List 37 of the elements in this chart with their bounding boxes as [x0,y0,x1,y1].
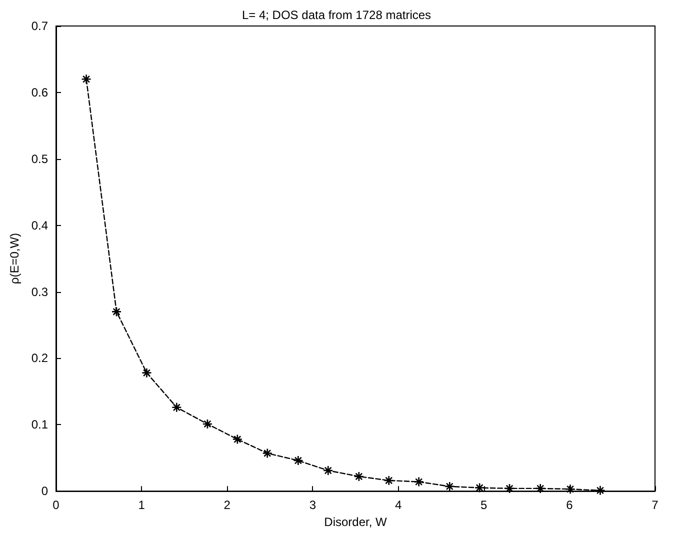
point [172,402,182,413]
x-tick-label: 5 [480,498,488,512]
point [111,306,122,317]
y-tick-label: 0.1 [31,418,48,432]
point [232,434,243,444]
point [354,471,364,482]
x-tick-label: 7 [652,498,659,512]
point [535,483,546,494]
x-axis-title: Disorder, W [324,515,388,529]
point [504,483,515,494]
y-tick-label: 0.5 [31,152,48,166]
chart-title: L= 4; DOS data from 1728 matrices [242,8,432,22]
y-axis-title: ρ(E=0,W) [7,232,22,284]
point [444,481,455,492]
point [262,448,273,458]
point [474,482,485,493]
point [293,455,304,466]
point [565,484,576,494]
y-tick-label: 0.3 [31,284,48,299]
point [384,475,394,486]
y-tick-label: 0.6 [31,85,48,100]
point [414,476,424,487]
point [202,418,213,430]
point [142,368,152,378]
x-tick-label: 3 [309,498,316,512]
point [81,74,92,84]
y-tick-label: 0 [41,484,48,498]
x-tick-label: 6 [566,498,574,512]
x-tick-label: 4 [394,498,402,512]
point [322,465,334,476]
y-tick-label: 0.4 [31,218,48,232]
y-tick-label: 0.2 [31,351,48,366]
x-tick-label: 0 [52,498,60,512]
point [595,485,606,496]
x-tick-label: 1 [138,498,146,512]
x-tick-label: 2 [224,498,231,512]
y-tick-label: 0.7 [31,19,48,33]
